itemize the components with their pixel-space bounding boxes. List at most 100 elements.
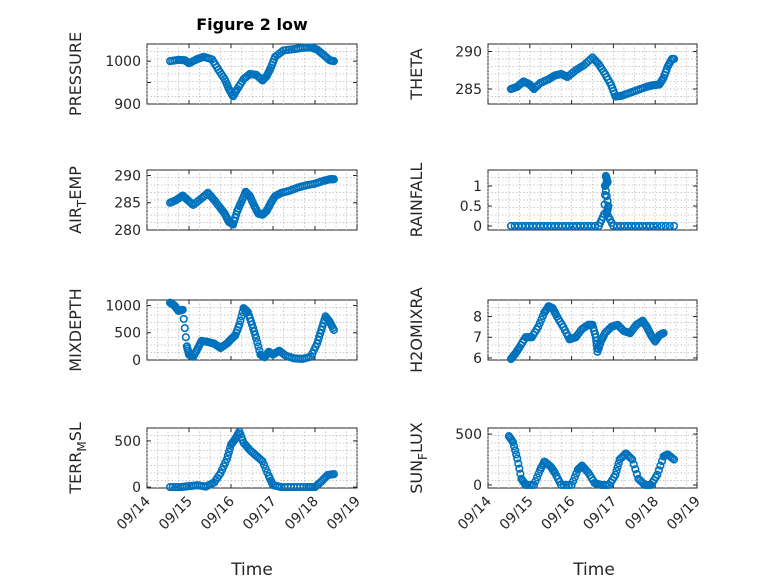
data-point	[533, 473, 542, 482]
y-tick-label: 1000	[105, 54, 141, 70]
x-axis-label-left: Time	[230, 560, 273, 580]
data-point	[665, 221, 674, 231]
data-point	[654, 466, 663, 475]
data-point	[628, 455, 637, 464]
data-point	[661, 221, 670, 231]
data-point	[631, 465, 640, 474]
data-point	[510, 442, 519, 451]
y-tick-label: 290	[455, 45, 482, 61]
data-point	[252, 334, 261, 343]
y-tick-label: 8	[473, 310, 482, 326]
axes-theta: 285 290 THETA	[407, 43, 698, 105]
y-tick-label: 900	[114, 97, 141, 113]
y-tick-label: 7	[473, 330, 482, 346]
data-point	[669, 455, 679, 464]
y-axis-label-terr_msl: TERRMSL	[66, 422, 89, 495]
axes-rainfall: 0 0.5 1 RAINFALL	[407, 163, 698, 238]
y-axis-label-pressure: PRESSURE	[66, 32, 85, 116]
data-point	[659, 329, 668, 338]
y-tick-label: 0	[473, 219, 482, 235]
data-point	[602, 191, 611, 201]
y-tick-label: 1	[473, 179, 482, 195]
data-point	[557, 480, 566, 490]
data-point	[531, 477, 540, 486]
data-point	[562, 480, 571, 490]
y-tick-label: 0.5	[460, 199, 482, 215]
data-point	[600, 181, 610, 191]
data-point	[329, 175, 339, 184]
data-point	[669, 54, 679, 64]
data-point	[512, 450, 521, 459]
data-point	[168, 482, 177, 492]
data-point	[254, 342, 263, 351]
data-point	[179, 314, 188, 324]
y-tick-label: 280	[114, 223, 141, 239]
data-point	[202, 190, 211, 199]
data-point	[669, 221, 679, 231]
data-point	[656, 461, 665, 470]
data-point	[511, 446, 520, 455]
data-point	[567, 480, 576, 490]
data-point	[236, 316, 245, 325]
data-point	[620, 450, 629, 460]
y-tick-label: 285	[114, 196, 141, 212]
data-point	[649, 221, 658, 231]
data-point	[668, 454, 677, 463]
data-point	[181, 333, 190, 342]
y-tick-label: 500	[455, 427, 482, 443]
y-axis-label-rainfall: RAINFALL	[407, 163, 426, 238]
figure-title: Figure 2 low	[196, 15, 308, 34]
axes-pressure: 900 1000 PRESSURE	[66, 32, 358, 116]
data-point	[559, 480, 568, 490]
y-tick-label: 500	[114, 326, 141, 342]
y-tick-label: 500	[114, 434, 141, 450]
data-point	[224, 447, 233, 457]
data-point	[329, 325, 339, 335]
y-tick-label: 285	[455, 82, 482, 98]
data-point	[253, 338, 262, 347]
data-point	[657, 221, 666, 231]
axes-air_temp: 280 285 290 AIRTEMP	[66, 166, 358, 239]
y-axis-label-air_temp: AIRTEMP	[66, 166, 89, 234]
axes-h2omixra: 6 7 8 H2OMIXRA	[407, 287, 698, 373]
y-tick-label: 6	[473, 351, 482, 367]
data-point	[242, 306, 251, 316]
data-point	[601, 186, 610, 196]
y-axis-label-mixdepth: MIXDEPTH	[66, 288, 85, 371]
data-point	[632, 469, 642, 479]
data-point	[586, 55, 595, 64]
data-point	[515, 464, 524, 473]
data-point	[178, 305, 187, 314]
data-point	[513, 454, 522, 463]
data-point	[237, 312, 246, 321]
y-tick-label: 0	[132, 353, 141, 369]
data-point	[570, 473, 579, 482]
plot-area-theta	[487, 43, 698, 105]
data-point	[613, 463, 622, 472]
data-point	[222, 455, 231, 464]
y-tick-label: 290	[114, 168, 141, 184]
data-point	[529, 480, 539, 490]
y-tick-label: 0	[132, 480, 141, 496]
data-point	[611, 470, 620, 479]
y-tick-label: 1000	[105, 298, 141, 314]
y-axis-label-theta: THETA	[407, 48, 426, 100]
data-point	[508, 438, 518, 447]
data-point	[235, 320, 244, 329]
y-tick-label: 0	[473, 478, 482, 494]
data-point	[223, 451, 232, 460]
data-point	[180, 323, 189, 333]
data-point	[527, 82, 536, 91]
data-point	[629, 460, 638, 469]
axes-mixdepth: 0 500 1000 MIXDEPTH	[66, 288, 358, 372]
y-axis-label-sun_flux: SUNFLUX	[407, 422, 430, 494]
data-point	[626, 453, 635, 463]
data-point	[653, 470, 662, 479]
x-axis-label-right: Time	[572, 560, 615, 580]
data-point	[514, 459, 523, 468]
data-point	[166, 482, 175, 492]
data-point	[575, 463, 585, 472]
data-point	[653, 221, 662, 231]
data-point	[569, 477, 578, 486]
